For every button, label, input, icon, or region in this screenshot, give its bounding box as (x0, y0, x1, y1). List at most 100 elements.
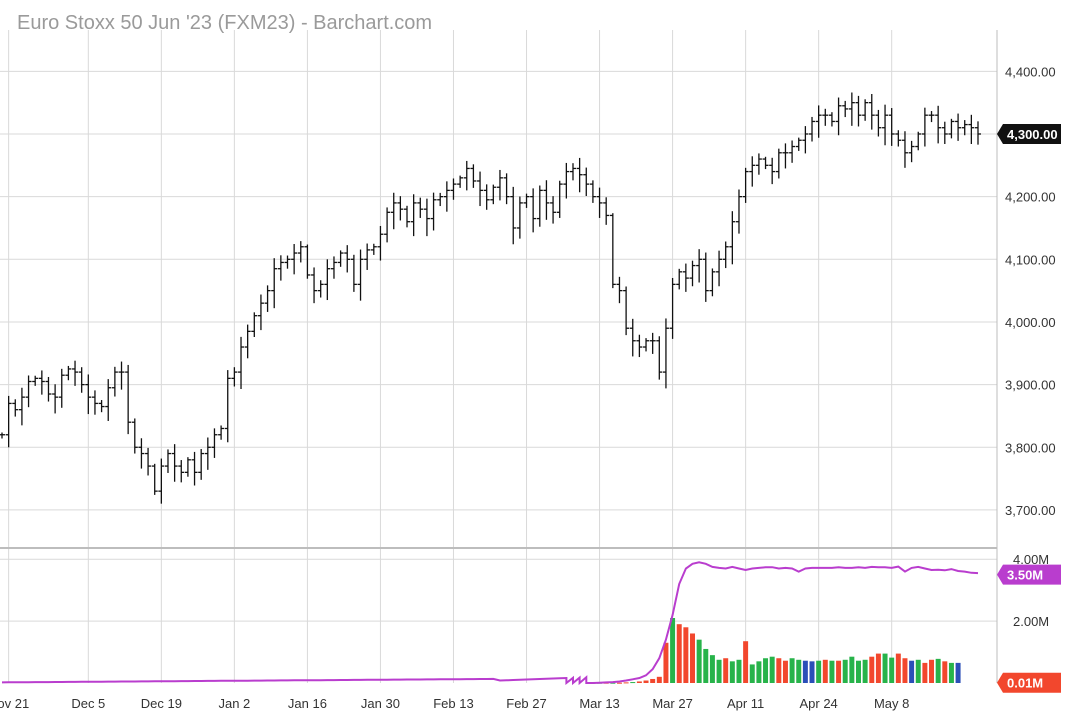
ohlc-bar (297, 241, 304, 263)
volume-bar (929, 659, 935, 683)
volume-bar (723, 658, 729, 683)
volume-bar (875, 653, 881, 683)
ohlc-bar (311, 267, 318, 304)
ohlc-bar (656, 336, 663, 380)
ohlc-bar (569, 163, 576, 181)
ohlc-bar (437, 192, 444, 207)
volume-bar (915, 659, 921, 683)
ohlc-bar (65, 365, 72, 381)
ohlc-bar (184, 457, 191, 477)
x-tick-label: Feb 27 (506, 696, 546, 711)
volume-bar (955, 662, 961, 683)
ohlc-bar (589, 180, 596, 203)
ohlc-bar (443, 181, 450, 212)
ohlc-bar (271, 258, 278, 309)
ohlc-bar (483, 184, 490, 210)
ohlc-bar (556, 180, 563, 218)
ohlc-bar (450, 178, 457, 200)
ohlc-bar (603, 197, 610, 225)
x-tick-label: Apr 24 (799, 696, 837, 711)
ohlc-bar (397, 196, 404, 221)
ohlc-bar (629, 318, 636, 357)
volume-bar (729, 661, 735, 683)
ohlc-bar (503, 173, 510, 205)
ohlc-bar (158, 458, 165, 504)
ohlc-bar (257, 294, 264, 331)
ohlc-bar (0, 432, 5, 439)
ohlc-bar (211, 428, 218, 458)
volume-bars (590, 618, 961, 684)
y-tick-label: 4,100.00 (1005, 252, 1056, 267)
ohlc-bar (543, 180, 550, 220)
ohlc-bar (191, 451, 198, 486)
ohlc-bar (530, 188, 537, 233)
last-volume-badge-text: 0.01M (1007, 676, 1043, 691)
ohlc-bar (324, 259, 331, 301)
ohlc-bar (244, 324, 251, 359)
volume-bar (895, 653, 901, 683)
ohlc-bar (98, 400, 105, 413)
x-tick-label: Mar 13 (579, 696, 619, 711)
ohlc-bar (151, 463, 158, 495)
ohlc-bar (284, 255, 291, 269)
ohlc-bar (735, 189, 742, 234)
ohlc-bar (828, 112, 835, 127)
ohlc-bar (218, 425, 225, 440)
volume-bar (683, 627, 689, 683)
volume-bar (610, 682, 616, 684)
ohlc-bar (769, 157, 776, 185)
ohlc-bar (536, 185, 543, 227)
ohlc-bar (477, 171, 484, 207)
ohlc-bar (749, 156, 756, 187)
ohlc-bar (72, 360, 79, 386)
ohlc-bar (357, 249, 364, 301)
ohlc-bar (742, 167, 749, 203)
volume-bar (749, 664, 755, 683)
ohlc-bar (490, 184, 497, 205)
ohlc-bar (330, 256, 337, 279)
chart-title: Euro Stoxx 50 Jun '23 (FXM23) - Barchart… (17, 12, 433, 34)
volume-bar (696, 639, 702, 683)
ohlc-bar (370, 243, 377, 255)
volume-bar (862, 659, 868, 683)
ohlc-bar (935, 105, 942, 144)
volume-bar (909, 660, 915, 683)
volume-bar (822, 659, 828, 683)
ohlc-bar (38, 370, 45, 395)
price-ohlc-series (0, 92, 981, 504)
ohlc-bar (138, 438, 145, 469)
ohlc-bar (616, 276, 623, 304)
volume-bar (776, 658, 782, 683)
volume-ma-badge-text: 3.50M (1007, 568, 1043, 583)
volume-bar (802, 660, 808, 683)
last-volume-badge: 0.01M (997, 672, 1061, 693)
ohlc-bar (948, 118, 955, 139)
ohlc-bar (901, 131, 908, 168)
ohlc-bar (224, 370, 231, 443)
volume-ma-line (1, 561, 979, 686)
ohlc-bar (131, 418, 138, 454)
ohlc-bar (643, 338, 650, 352)
ohlc-bar (198, 449, 205, 480)
ohlc-bar (702, 252, 709, 302)
ohlc-bar (457, 175, 464, 188)
volume-bar (948, 662, 954, 683)
volume-ma-line (1, 561, 979, 686)
ohlc-bar (609, 213, 616, 289)
ohlc-bar (344, 245, 351, 273)
volume-bar (769, 656, 775, 683)
x-tick-label: Dec 5 (71, 696, 105, 711)
ohlc-bar (78, 367, 85, 393)
volume-ma-badge: 3.50M (997, 564, 1061, 585)
volume-bar (782, 660, 788, 683)
volume-bar (889, 657, 895, 683)
ohlc-bar (470, 164, 477, 188)
ohlc-bar (862, 99, 869, 121)
ohlc-bar (463, 160, 470, 191)
ohlc-bar (915, 131, 922, 151)
ohlc-bar (848, 92, 855, 126)
volume-bar (849, 656, 855, 683)
ohlc-bar (118, 361, 125, 390)
ohlc-bar (835, 97, 842, 136)
